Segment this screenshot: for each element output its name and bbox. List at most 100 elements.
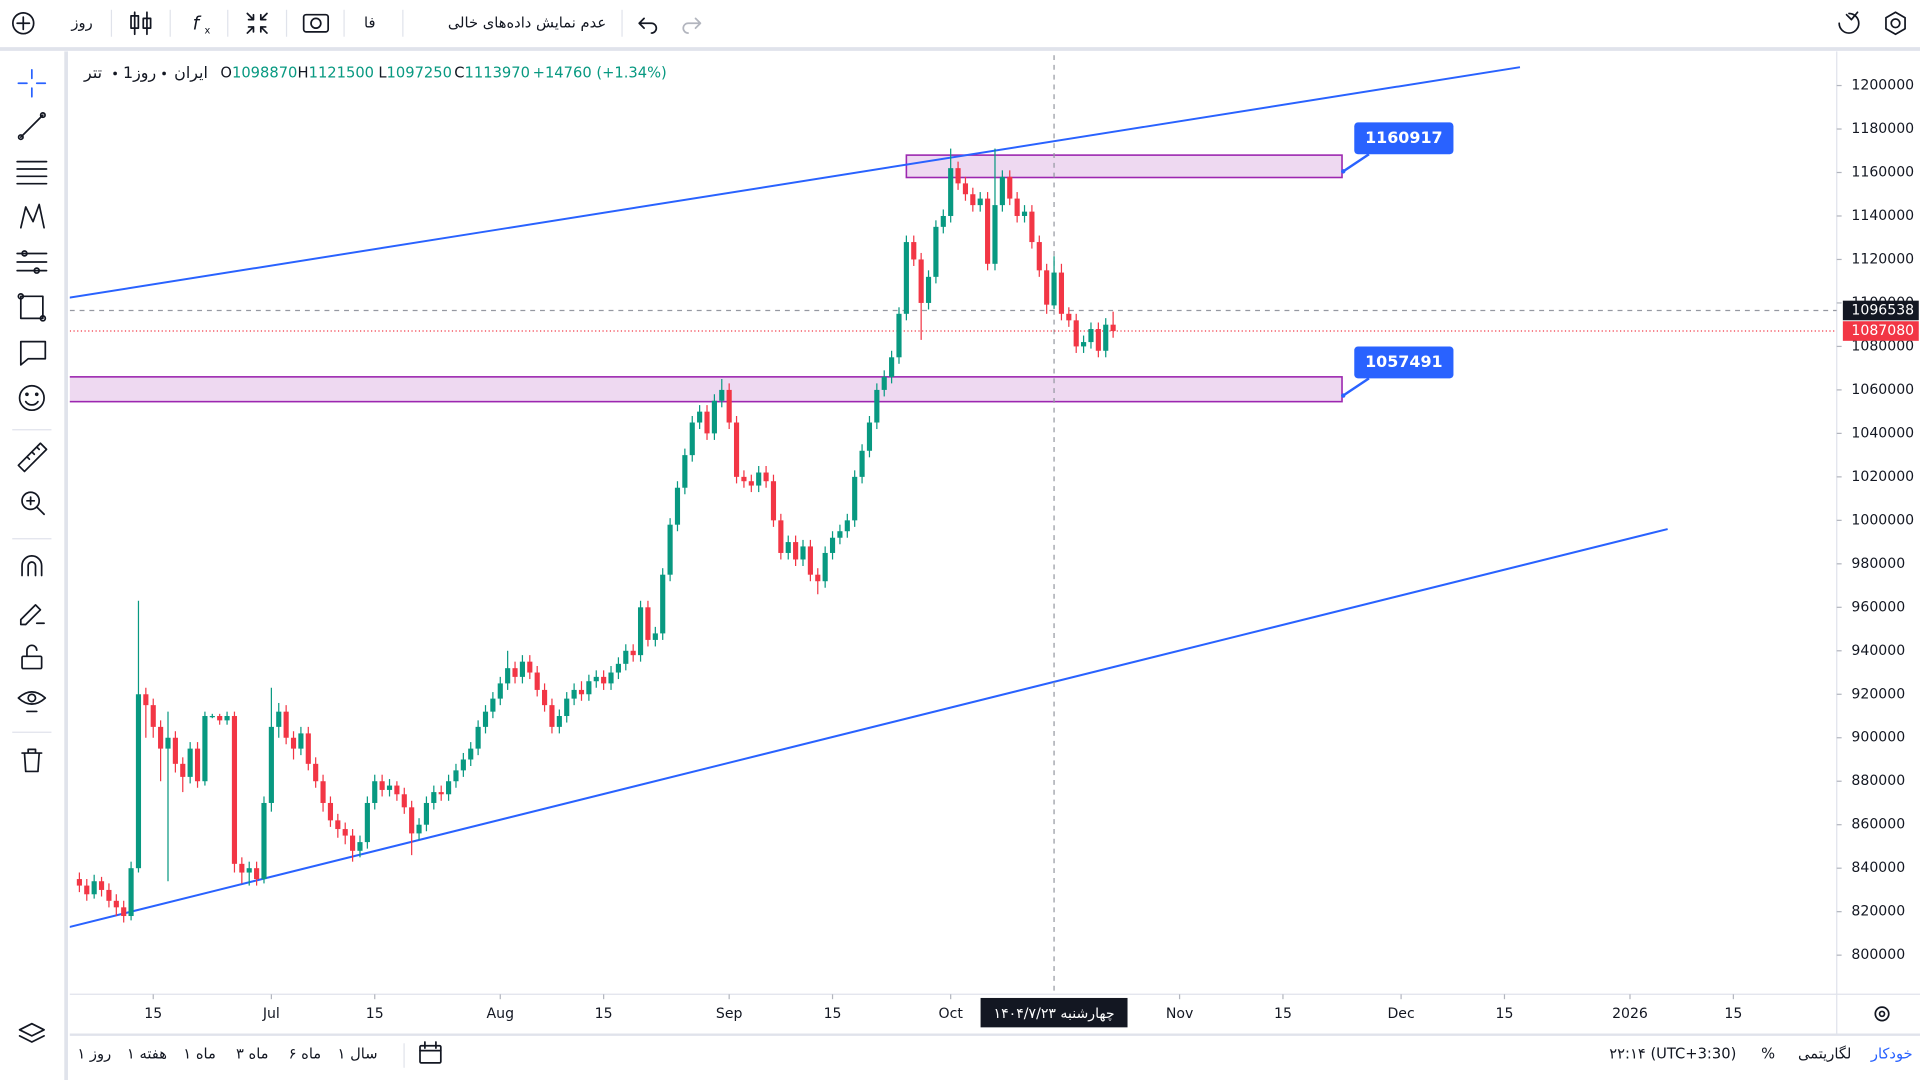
date-range[interactable]	[419, 1041, 442, 1064]
candle-body	[999, 176, 1005, 206]
symbol: تتر	[83, 63, 102, 83]
candle-body	[601, 676, 607, 684]
language-button[interactable]: فا	[364, 14, 376, 31]
candle-body	[564, 698, 570, 717]
candle-body	[1066, 313, 1072, 321]
redo[interactable]	[682, 17, 702, 34]
empty-data-toggle[interactable]: عدم نمایش داده‌های خالی	[448, 14, 606, 31]
indicators-button[interactable]: f	[193, 13, 202, 34]
shape-tool[interactable]	[17, 293, 47, 322]
candle-body	[807, 546, 813, 575]
candle-body	[770, 481, 777, 521]
callout	[1354, 346, 1454, 379]
last-price: 1087080	[1851, 323, 1914, 339]
candle-body	[645, 607, 651, 640]
dot	[113, 71, 117, 76]
candle-body	[689, 422, 695, 456]
candle-body	[460, 759, 466, 771]
candle-body	[453, 770, 459, 782]
candle-body	[623, 650, 629, 664]
last-price-bg	[1842, 321, 1919, 341]
chart-type[interactable]	[130, 11, 152, 36]
candle-body	[1044, 270, 1050, 305]
percent-toggle[interactable]: %	[1761, 1045, 1775, 1062]
candle-body	[165, 737, 171, 749]
candle-body	[482, 711, 489, 727]
delete-tool[interactable]	[21, 748, 43, 773]
candle-body	[652, 633, 658, 640]
candle-body	[859, 450, 865, 477]
candle-body	[925, 276, 932, 303]
candle-body	[542, 689, 548, 706]
candle-body	[674, 487, 681, 525]
lock-tool[interactable]	[21, 644, 43, 670]
candle-body	[231, 716, 238, 864]
ohlc-label: C	[454, 64, 464, 81]
quick-search[interactable]	[1838, 11, 1860, 34]
candle-body	[497, 683, 503, 699]
interval-button[interactable]: روز	[70, 14, 92, 31]
candle-body	[283, 711, 289, 738]
range-button[interactable]: ۱ هفته	[127, 1045, 167, 1062]
object-tree[interactable]	[18, 1022, 45, 1043]
log-toggle[interactable]: لگاریتمی	[1798, 1044, 1851, 1062]
screenshot[interactable]	[302, 13, 330, 33]
candle-body	[608, 672, 614, 684]
y-tick-label: 1200000	[1851, 78, 1914, 94]
fib-tool[interactable]	[16, 160, 48, 185]
candle-body	[350, 835, 356, 851]
x-tick-label: Oct	[939, 1006, 964, 1022]
y-tick-label: 840000	[1851, 860, 1905, 876]
range-button[interactable]: ۱ ماه	[183, 1045, 216, 1062]
candle-body	[335, 820, 341, 830]
candle-body	[733, 422, 740, 477]
x-tick-label: 15	[1724, 1006, 1742, 1022]
undo[interactable]	[638, 17, 658, 34]
magnet-tool[interactable]	[21, 555, 43, 577]
range-button[interactable]: ۱ سال	[338, 1045, 378, 1062]
candle-body	[615, 663, 621, 673]
candle-body	[593, 676, 599, 682]
dot	[162, 71, 166, 76]
forecast-tool[interactable]	[16, 250, 48, 274]
trendline-tool[interactable]	[17, 112, 46, 141]
crosshair-tool[interactable]	[17, 68, 47, 98]
candle-body	[180, 763, 186, 777]
candle-body	[261, 802, 267, 880]
range-button[interactable]: ۳ ماه	[236, 1045, 269, 1062]
ohlc-value: 1097250	[387, 64, 452, 81]
candle-body	[438, 792, 444, 795]
candle-body	[187, 748, 193, 777]
exchange: ایران	[174, 63, 208, 83]
settings[interactable]	[1885, 11, 1906, 36]
candle-body	[977, 198, 983, 206]
ruler-tool[interactable]	[17, 442, 48, 473]
y-tick-label: 1000000	[1851, 512, 1914, 528]
crosshair-price: 1096538	[1851, 302, 1914, 318]
range-button[interactable]: ۶ ماه	[289, 1045, 322, 1062]
axis-settings[interactable]	[1874, 1006, 1890, 1022]
zoom-tool[interactable]	[21, 491, 45, 516]
y-tick-label: 1080000	[1851, 338, 1914, 354]
ohlc-field: C1113970	[454, 64, 530, 81]
candle-body	[305, 733, 311, 764]
candle-body	[246, 868, 252, 873]
x-tick-label: Aug	[487, 1006, 515, 1022]
add-symbol[interactable]	[12, 12, 35, 35]
draw-mode-tool[interactable]	[19, 604, 45, 626]
emoji-tool[interactable]	[18, 384, 45, 412]
compare[interactable]	[246, 12, 268, 34]
change: +14760 (+1.34%)	[533, 64, 667, 81]
pattern-tool[interactable]	[19, 203, 45, 229]
annotation-tool[interactable]	[19, 340, 47, 366]
ohlc-field: H1121500	[298, 64, 374, 81]
candle-body	[903, 242, 909, 314]
visibility-tool[interactable]	[17, 690, 47, 713]
range-button[interactable]: ۱ روز	[77, 1045, 111, 1062]
candle-body	[948, 168, 954, 216]
candle-body	[985, 198, 991, 264]
candle-body	[364, 802, 370, 843]
candle-body	[446, 781, 452, 795]
auto-toggle[interactable]: خودکار	[1870, 1045, 1913, 1062]
